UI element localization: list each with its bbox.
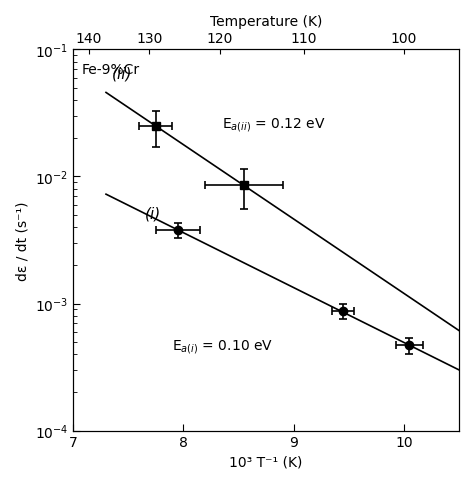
- Text: E$_{a(i)}$ = 0.10 eV: E$_{a(i)}$ = 0.10 eV: [172, 337, 273, 355]
- Text: (i): (i): [145, 206, 161, 221]
- Text: (ii): (ii): [111, 66, 132, 81]
- Text: Fe-9%Cr: Fe-9%Cr: [82, 62, 140, 76]
- X-axis label: 10³ T⁻¹ (K): 10³ T⁻¹ (K): [229, 455, 302, 469]
- Y-axis label: dε / dt (s⁻¹): dε / dt (s⁻¹): [15, 201, 29, 280]
- X-axis label: Temperature (K): Temperature (K): [210, 15, 322, 29]
- Text: E$_{a(ii)}$ = 0.12 eV: E$_{a(ii)}$ = 0.12 eV: [222, 116, 326, 134]
